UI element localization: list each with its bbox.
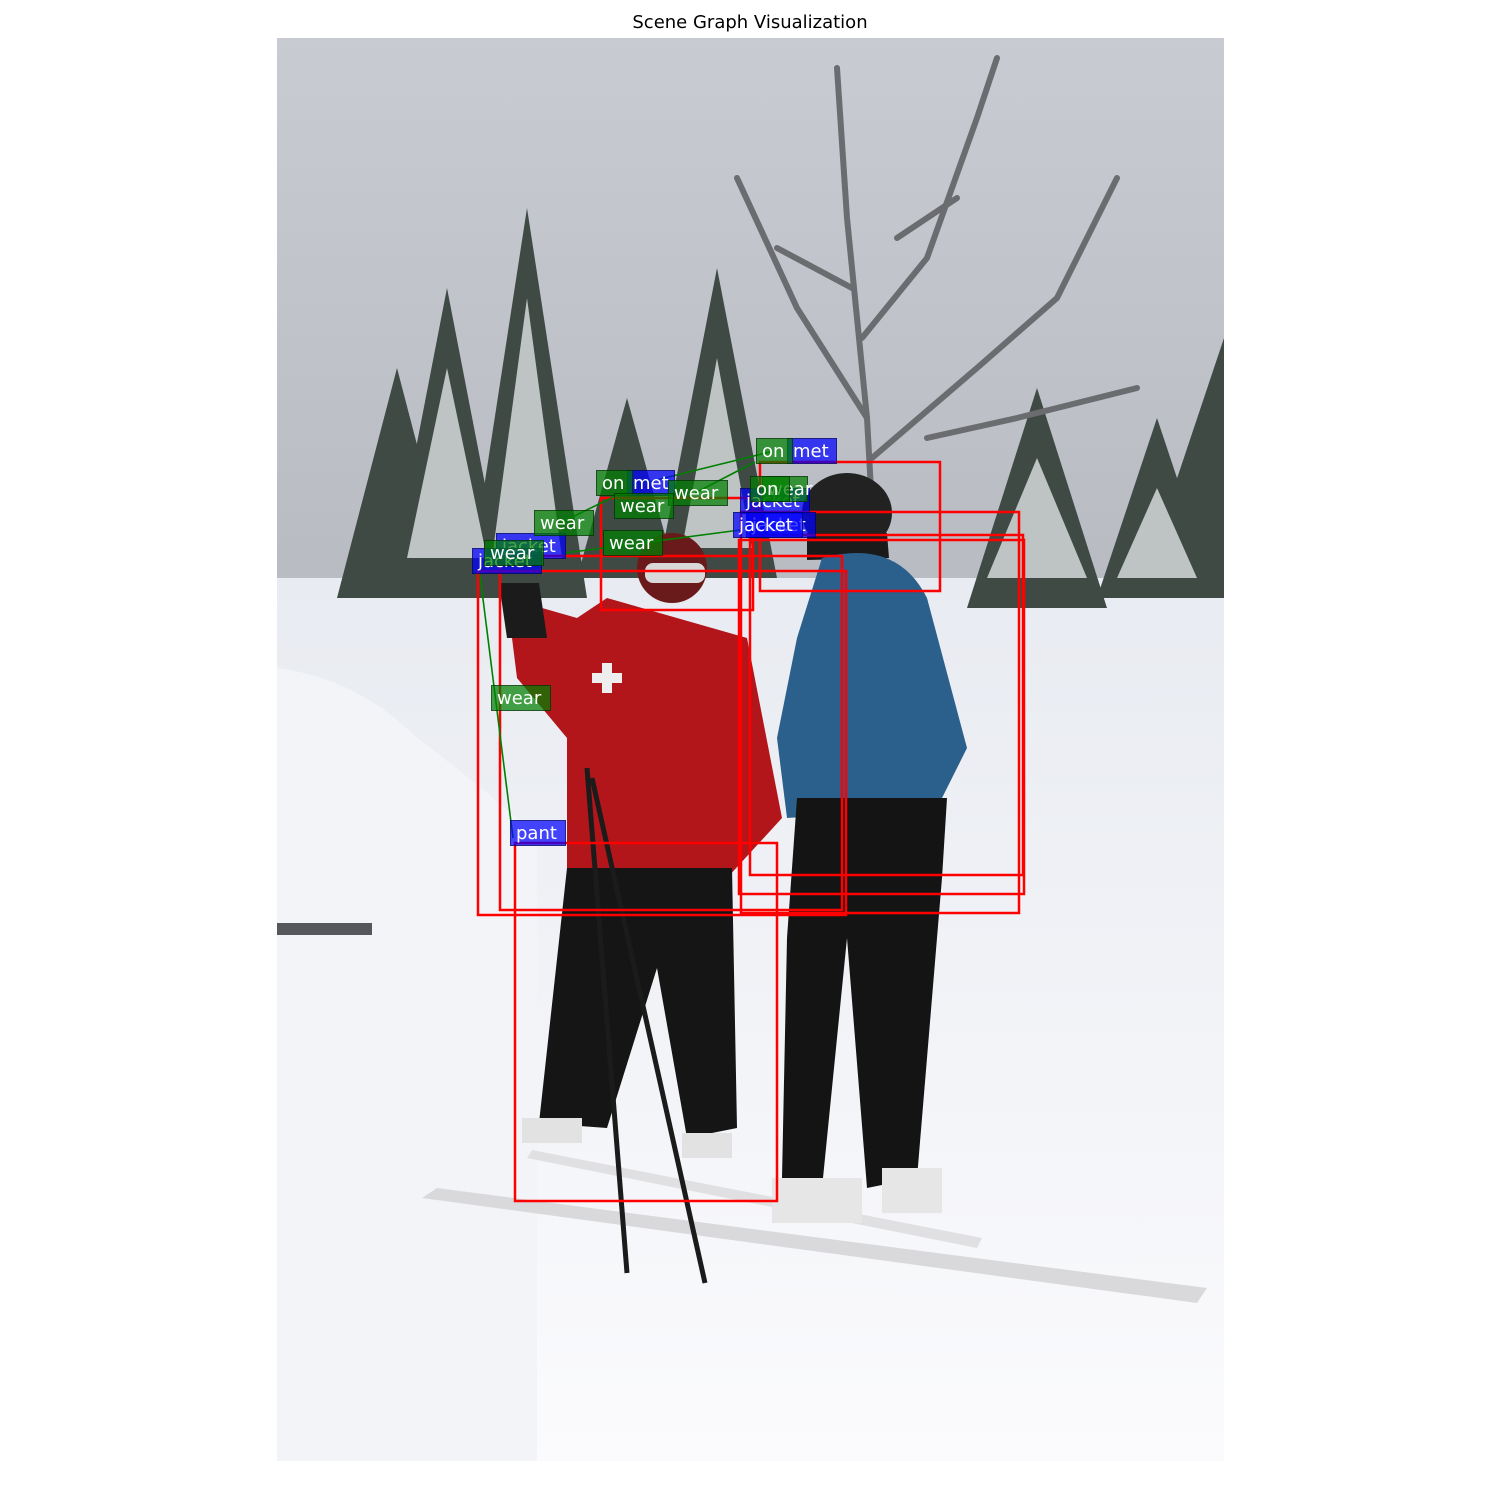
label-wear-2: wear — [614, 493, 674, 519]
label-on-2: on — [756, 438, 793, 464]
label-helmet-2: met — [627, 470, 675, 496]
label-helmet-1: met — [787, 438, 837, 464]
label-wear-4: wear — [603, 530, 663, 556]
label-pant: pant — [510, 820, 566, 846]
label-wear-6: wear — [491, 685, 551, 711]
label-jacket-5: jacket — [733, 512, 803, 538]
label-wear-1: wear — [668, 480, 728, 506]
scene-photo — [277, 38, 1224, 1461]
label-wear-3: wear — [534, 510, 594, 536]
label-wear-5: wear — [484, 540, 544, 566]
label-on-3: on — [750, 476, 790, 502]
figure-title: Scene Graph Visualization — [632, 12, 868, 33]
